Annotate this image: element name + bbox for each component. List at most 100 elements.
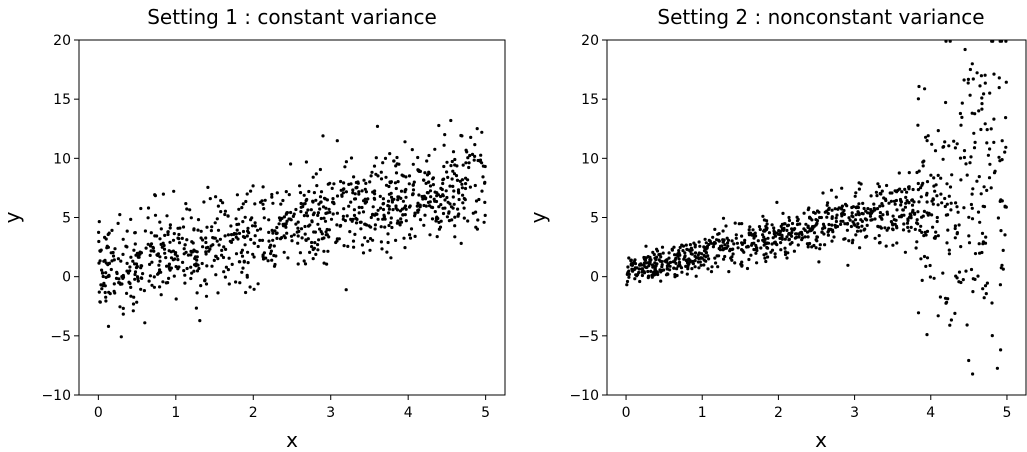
data-point	[632, 260, 636, 264]
data-point	[935, 219, 939, 224]
data-point	[729, 256, 733, 260]
data-point	[441, 211, 446, 216]
data-point	[339, 223, 343, 228]
data-point	[413, 234, 417, 238]
data-point	[857, 213, 861, 217]
data-point	[381, 207, 386, 212]
data-point	[754, 234, 758, 238]
data-point	[915, 170, 919, 175]
data-point	[98, 300, 102, 304]
data-point	[394, 171, 399, 175]
y-tick-label: 10	[581, 151, 599, 167]
data-point	[172, 189, 176, 193]
data-point	[253, 224, 257, 228]
data-point	[704, 259, 708, 263]
data-point	[348, 230, 352, 234]
data-point	[1003, 150, 1007, 154]
data-point	[136, 277, 140, 281]
data-point	[909, 213, 913, 218]
data-point	[183, 243, 187, 247]
data-point	[224, 265, 228, 269]
data-point	[428, 184, 433, 188]
data-point	[268, 245, 272, 249]
data-point	[1004, 145, 1008, 149]
data-point	[399, 189, 404, 193]
data-point	[830, 216, 834, 220]
data-point	[185, 238, 189, 242]
data-point	[931, 202, 935, 206]
data-point	[344, 160, 348, 164]
data-point	[672, 260, 677, 264]
data-point	[261, 257, 266, 261]
data-point	[158, 255, 162, 259]
data-point	[697, 240, 701, 244]
data-point	[899, 215, 904, 219]
data-point	[450, 159, 454, 164]
data-point	[219, 198, 223, 203]
data-point	[664, 258, 668, 262]
data-point	[826, 211, 830, 216]
data-point	[818, 247, 822, 251]
data-point	[803, 235, 807, 239]
data-point	[369, 174, 373, 178]
data-point	[949, 201, 953, 205]
data-point	[934, 230, 938, 234]
data-point	[441, 193, 445, 197]
data-point	[806, 245, 810, 249]
data-point	[975, 71, 979, 75]
data-point	[273, 262, 277, 267]
data-point	[252, 287, 256, 291]
data-point	[939, 176, 943, 180]
data-point	[1000, 139, 1004, 143]
data-point	[335, 211, 339, 215]
data-point	[773, 255, 777, 259]
data-point	[241, 229, 246, 234]
data-point	[721, 238, 725, 242]
data-point	[121, 306, 125, 310]
data-point	[721, 229, 725, 233]
data-point	[955, 205, 959, 209]
data-point	[213, 221, 217, 225]
data-point	[478, 159, 482, 163]
data-point	[764, 227, 768, 231]
data-point	[800, 232, 804, 237]
data-point	[316, 243, 320, 247]
data-point	[787, 231, 791, 236]
data-point	[449, 118, 453, 123]
data-point	[846, 263, 850, 267]
data-point	[253, 234, 257, 238]
data-point	[153, 194, 157, 198]
data-point	[925, 139, 929, 143]
data-point	[653, 261, 657, 265]
data-point	[317, 238, 321, 242]
data-point	[203, 278, 207, 282]
data-point	[298, 184, 302, 188]
data-point	[139, 206, 143, 211]
data-point	[935, 215, 939, 220]
data-point	[780, 227, 785, 232]
data-point	[945, 182, 949, 186]
data-point	[797, 235, 801, 239]
data-point	[314, 252, 318, 256]
data-point	[364, 181, 368, 185]
data-point	[125, 229, 129, 233]
data-point	[237, 231, 242, 235]
data-point	[407, 205, 412, 209]
data-point	[468, 185, 472, 189]
data-point	[930, 199, 934, 203]
data-point	[411, 162, 415, 166]
data-point	[664, 273, 669, 277]
data-point	[285, 211, 289, 215]
data-point	[464, 182, 468, 186]
data-point	[296, 262, 300, 266]
data-point	[858, 246, 862, 250]
data-point	[985, 188, 989, 192]
data-point	[966, 77, 971, 81]
data-point	[378, 194, 382, 198]
scatter-points	[625, 39, 1008, 376]
data-point	[1003, 233, 1007, 237]
data-point	[339, 179, 343, 184]
data-point	[367, 224, 371, 228]
data-point	[830, 223, 834, 227]
data-point	[840, 214, 844, 218]
